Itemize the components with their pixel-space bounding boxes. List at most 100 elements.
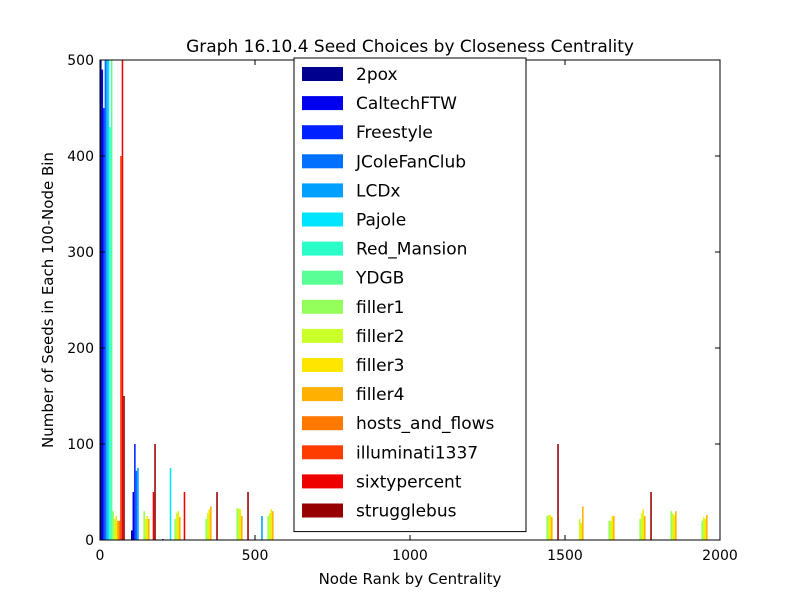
legend: 2pox CaltechFTW Freestyle JColeFanClub LCDx P… bbox=[293, 57, 527, 533]
bar-CaltechFTW-bin-0 bbox=[101, 69, 104, 540]
bar-strugglebus-bin-1700 bbox=[650, 492, 652, 540]
x-tick-label: 0 bbox=[96, 548, 105, 564]
legend-swatch-hosts_and_flows bbox=[302, 416, 343, 431]
legend-label-Freestyle: Freestyle bbox=[356, 123, 433, 143]
bar-filler1-bin-200 bbox=[174, 518, 176, 540]
bar-LCDx-bin-0 bbox=[106, 60, 108, 540]
x-tick-label: 1500 bbox=[547, 548, 583, 564]
y-tick-label: 400 bbox=[67, 149, 94, 165]
bar-filler2-bin-1600 bbox=[609, 520, 612, 540]
bar-filler1-bin-1900 bbox=[701, 520, 703, 540]
bar-filler4-bin-200 bbox=[179, 516, 181, 540]
y-tick-label: 100 bbox=[67, 437, 94, 453]
ticks-group: 0 500 1000 1500 2000 0 100 200 300 400 500 bbox=[67, 53, 738, 564]
bar-strugglebus-bin-400 bbox=[247, 492, 249, 540]
bar-filler4-bin-1700 bbox=[644, 516, 646, 540]
legend-label-filler4: filler4 bbox=[356, 385, 404, 405]
bar-filler1-bin-500 bbox=[267, 516, 269, 540]
legend-swatch-illuminati1337 bbox=[302, 445, 343, 460]
bar-filler4-bin-0 bbox=[117, 520, 119, 540]
bar-filler2-bin-400 bbox=[237, 508, 240, 540]
bar-filler4-bin-1600 bbox=[613, 516, 615, 540]
bar-filler2-bin-300 bbox=[206, 513, 209, 540]
bar-filler2-bin-1700 bbox=[640, 513, 643, 540]
bar-filler4-bin-1500 bbox=[582, 506, 584, 540]
bar-strugglebus-bin-100 bbox=[154, 444, 156, 540]
legend-label-illuminati1337: illuminati1337 bbox=[356, 443, 478, 463]
bar-filler2-bin-1500 bbox=[578, 518, 581, 540]
bar-filler3-bin-0 bbox=[115, 516, 118, 540]
legend-label-2pox: 2pox bbox=[356, 65, 398, 85]
bar-filler2-bin-1800 bbox=[671, 513, 674, 540]
bar-filler1-bin-1600 bbox=[608, 520, 610, 540]
x-tick-label: 500 bbox=[242, 548, 269, 564]
bar-Freestyle-bin-0 bbox=[103, 108, 105, 540]
bar-filler3-bin-200 bbox=[177, 511, 180, 540]
legend-label-CaltechFTW: CaltechFTW bbox=[356, 94, 457, 114]
bar-sixtypercent-bin-100 bbox=[152, 492, 155, 540]
bar-filler3-bin-400 bbox=[239, 509, 242, 540]
legend-label-LCDx: LCDx bbox=[356, 181, 401, 201]
bar-filler3-bin-1400 bbox=[549, 515, 552, 540]
bar-LCDx-bin-500 bbox=[261, 516, 263, 540]
y-tick-label: 300 bbox=[67, 245, 94, 261]
bar-filler1-bin-400 bbox=[236, 508, 238, 540]
bar-Freestyle-bin-100 bbox=[134, 444, 136, 540]
legend-label-strugglebus: strugglebus bbox=[356, 502, 457, 522]
bar-filler2-bin-200 bbox=[175, 513, 178, 540]
bar-filler4-bin-100 bbox=[148, 518, 150, 540]
bar-2pox-bin-100 bbox=[131, 530, 133, 540]
bars-group bbox=[100, 60, 708, 540]
legend-swatch-Red_Mansion bbox=[302, 241, 343, 256]
legend-label-Red_Mansion: Red_Mansion bbox=[356, 240, 467, 260]
y-axis-label: Number of Seeds in Each 100-Node Bin bbox=[39, 152, 57, 448]
y-tick-label: 500 bbox=[67, 53, 94, 69]
x-tick-label: 1000 bbox=[392, 548, 428, 564]
bar-filler1-bin-100 bbox=[143, 511, 145, 540]
bar-JColeFanClub-bin-100 bbox=[135, 470, 138, 540]
bar-CaltechFTW-bin-100 bbox=[132, 492, 135, 540]
bar-filler2-bin-1400 bbox=[547, 515, 550, 540]
bar-illuminati1337-bin-0 bbox=[120, 156, 122, 540]
legend-swatch-CaltechFTW bbox=[302, 96, 343, 111]
legend-swatch-sixtypercent bbox=[302, 474, 343, 489]
chart-title: Graph 16.10.4 Seed Choices by Closeness … bbox=[186, 37, 634, 57]
y-tick-label: 0 bbox=[85, 533, 94, 549]
legend-label-YDGB: YDGB bbox=[355, 269, 404, 289]
legend-swatch-filler1 bbox=[302, 299, 343, 314]
legend-label-filler2: filler2 bbox=[356, 327, 404, 347]
bar-sixtypercent-bin-0 bbox=[121, 60, 124, 540]
bar-Red_Mansion-bin-0 bbox=[109, 127, 111, 540]
bar-filler3-bin-500 bbox=[270, 509, 273, 540]
legend-label-JColeFanClub: JColeFanClub bbox=[355, 152, 466, 172]
legend-label-sixtypercent: sixtypercent bbox=[356, 472, 462, 492]
legend-swatch-strugglebus bbox=[302, 503, 343, 518]
legend-swatch-filler2 bbox=[302, 328, 343, 343]
bar-filler4-bin-1400 bbox=[551, 516, 553, 540]
legend-swatch-YDGB bbox=[302, 270, 343, 285]
bar-hosts_and_flows-bin-0 bbox=[118, 520, 121, 540]
legend-label-hosts_and_flows: hosts_and_flows bbox=[356, 414, 495, 434]
legend-swatch-JColeFanClub bbox=[302, 154, 343, 169]
bar-filler2-bin-100 bbox=[144, 518, 147, 540]
x-tick-label: 2000 bbox=[702, 548, 738, 564]
bar-filler3-bin-100 bbox=[146, 516, 149, 540]
bar-sixtypercent-bin-200 bbox=[183, 492, 186, 540]
x-axis-label: Node Rank by Centrality bbox=[319, 570, 502, 588]
y-tick-label: 200 bbox=[67, 341, 94, 357]
bar-filler1-bin-300 bbox=[205, 518, 207, 540]
bar-filler3-bin-300 bbox=[208, 509, 211, 540]
bar-YDGB-bin-0 bbox=[110, 60, 113, 540]
bar-filler3-bin-1900 bbox=[704, 518, 707, 540]
bar-strugglebus-bin-0 bbox=[123, 396, 125, 540]
bar-LCDx-bin-100 bbox=[137, 468, 139, 540]
bar-Pajole-bin-0 bbox=[107, 60, 110, 540]
bar-filler1-bin-1700 bbox=[639, 518, 641, 540]
bar-filler4-bin-400 bbox=[241, 516, 243, 540]
bar-filler3-bin-1600 bbox=[611, 516, 614, 540]
legend-swatch-filler3 bbox=[302, 358, 343, 372]
legend-label-Pajole: Pajole bbox=[356, 211, 406, 231]
bar-filler4-bin-1800 bbox=[675, 511, 677, 540]
